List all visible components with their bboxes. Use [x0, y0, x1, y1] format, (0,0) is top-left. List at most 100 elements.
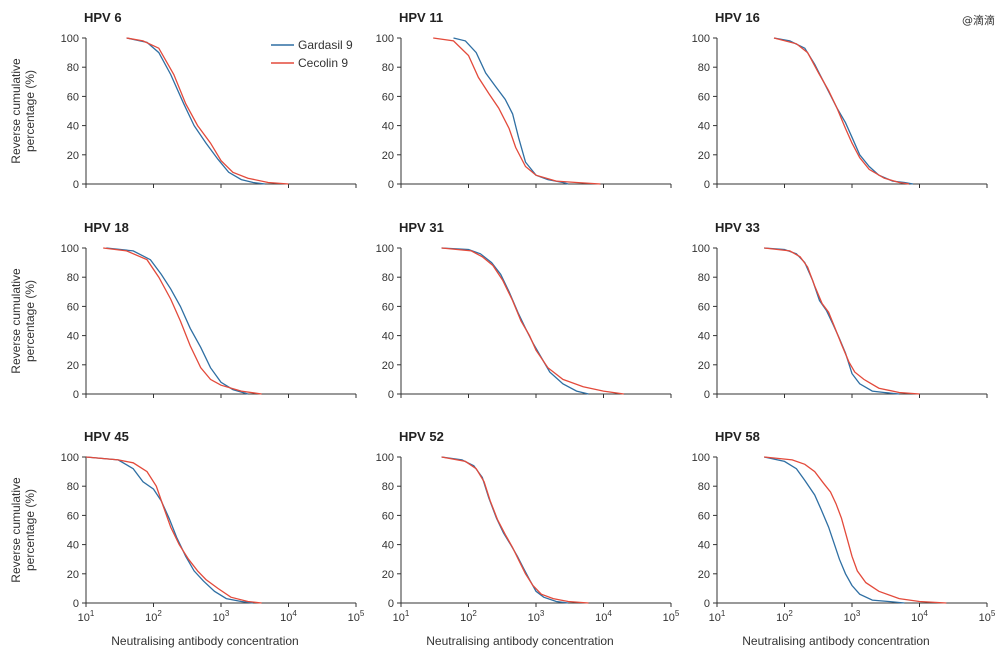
y-tick-label: 100: [692, 33, 710, 45]
y-tick-label: 20: [698, 150, 710, 162]
y-tick-label: 40: [698, 121, 710, 133]
panel-title-hpv-45: HPV 45: [84, 429, 129, 444]
y-axis-label: percentage (%): [23, 280, 37, 362]
y-tick-label: 40: [698, 331, 710, 343]
y-axis-label: Reverse cumulative: [9, 268, 23, 374]
series-line-gardasil-9: [764, 456, 905, 604]
series-line-cecolin-9: [85, 456, 262, 604]
series-line-cecolin-9: [433, 37, 601, 185]
series-line-cecolin-9: [441, 456, 589, 604]
series-line-cecolin-9: [103, 247, 262, 395]
y-tick-label: 20: [382, 360, 394, 372]
y-axis-label: Reverse cumulative: [9, 477, 23, 583]
x-tick-label: 103: [844, 609, 861, 624]
y-tick-label: 20: [67, 569, 79, 581]
series-line-cecolin-9: [441, 247, 624, 395]
y-tick-label: 60: [67, 91, 79, 103]
y-tick-label: 80: [382, 272, 394, 284]
y-tick-label: 80: [67, 272, 79, 284]
x-tick-label: 101: [709, 609, 726, 624]
series-line-gardasil-9: [441, 456, 569, 604]
y-tick-label: 40: [382, 331, 394, 343]
y-axis-label: percentage (%): [23, 70, 37, 152]
y-axis-label: Reverse cumulative: [9, 58, 23, 164]
series-line-cecolin-9: [764, 247, 920, 395]
series-line-gardasil-9: [106, 247, 249, 395]
y-tick-label: 0: [704, 389, 710, 401]
y-tick-label: 60: [67, 510, 79, 522]
y-tick-label: 20: [67, 360, 79, 372]
y-tick-label: 20: [382, 569, 394, 581]
legend-label-gardasil-9: Gardasil 9: [298, 38, 353, 52]
y-tick-label: 20: [67, 150, 79, 162]
panel-title-hpv-18: HPV 18: [84, 220, 129, 235]
y-tick-label: 100: [61, 243, 79, 255]
y-tick-label: 60: [67, 301, 79, 313]
y-tick-label: 0: [388, 179, 394, 191]
series-line-gardasil-9: [441, 247, 589, 395]
x-tick-label: 102: [145, 609, 162, 624]
series-line-cecolin-9: [126, 37, 289, 185]
y-tick-label: 20: [698, 569, 710, 581]
series-line-gardasil-9: [126, 37, 266, 185]
y-tick-label: 0: [388, 389, 394, 401]
y-tick-label: 80: [698, 481, 710, 493]
y-tick-label: 60: [698, 91, 710, 103]
x-axis-label: Neutralising antibody concentration: [426, 634, 613, 648]
y-tick-label: 100: [61, 452, 79, 464]
series-line-gardasil-9: [773, 37, 914, 185]
y-tick-label: 40: [67, 121, 79, 133]
y-tick-label: 60: [698, 301, 710, 313]
x-tick-label: 104: [595, 609, 612, 624]
y-tick-label: 0: [73, 389, 79, 401]
y-tick-label: 100: [692, 243, 710, 255]
y-tick-label: 60: [698, 510, 710, 522]
y-tick-label: 20: [698, 360, 710, 372]
y-axis-label: percentage (%): [23, 489, 37, 571]
series-line-cecolin-9: [773, 37, 910, 185]
legend-label-cecolin-9: Cecolin 9: [298, 56, 348, 70]
series-line-gardasil-9: [453, 37, 569, 185]
panel-title-hpv-58: HPV 58: [715, 429, 760, 444]
series-line-cecolin-9: [764, 456, 947, 604]
y-tick-label: 80: [67, 481, 79, 493]
x-tick-label: 102: [776, 609, 793, 624]
y-tick-label: 60: [382, 91, 394, 103]
y-tick-label: 0: [388, 598, 394, 610]
y-tick-label: 40: [67, 540, 79, 552]
y-tick-label: 100: [61, 33, 79, 45]
y-tick-label: 60: [382, 510, 394, 522]
x-tick-label: 105: [663, 609, 680, 624]
y-tick-label: 0: [73, 598, 79, 610]
x-tick-label: 103: [528, 609, 545, 624]
panel-title-hpv-33: HPV 33: [715, 220, 760, 235]
y-tick-label: 0: [73, 179, 79, 191]
watermark: @滴滴: [962, 14, 995, 27]
x-tick-label: 105: [348, 609, 365, 624]
x-tick-label: 104: [911, 609, 928, 624]
y-tick-label: 80: [67, 62, 79, 74]
x-axis-label: Neutralising antibody concentration: [111, 634, 298, 648]
y-tick-label: 40: [67, 331, 79, 343]
y-tick-label: 40: [698, 540, 710, 552]
y-tick-label: 80: [698, 272, 710, 284]
y-tick-label: 0: [704, 598, 710, 610]
panel-title-hpv-16: HPV 16: [715, 10, 760, 25]
y-tick-label: 100: [376, 243, 394, 255]
y-tick-label: 80: [698, 62, 710, 74]
x-tick-label: 101: [78, 609, 95, 624]
y-tick-label: 100: [376, 33, 394, 45]
y-tick-label: 20: [382, 150, 394, 162]
y-tick-label: 80: [382, 481, 394, 493]
y-tick-label: 100: [376, 452, 394, 464]
x-tick-label: 105: [979, 609, 996, 624]
panel-title-hpv-6: HPV 6: [84, 10, 122, 25]
x-tick-label: 104: [280, 609, 297, 624]
y-tick-label: 80: [382, 62, 394, 74]
panel-title-hpv-31: HPV 31: [399, 220, 444, 235]
y-tick-label: 60: [382, 301, 394, 313]
y-tick-label: 40: [382, 540, 394, 552]
series-line-gardasil-9: [85, 456, 254, 604]
x-axis-label: Neutralising antibody concentration: [742, 634, 929, 648]
